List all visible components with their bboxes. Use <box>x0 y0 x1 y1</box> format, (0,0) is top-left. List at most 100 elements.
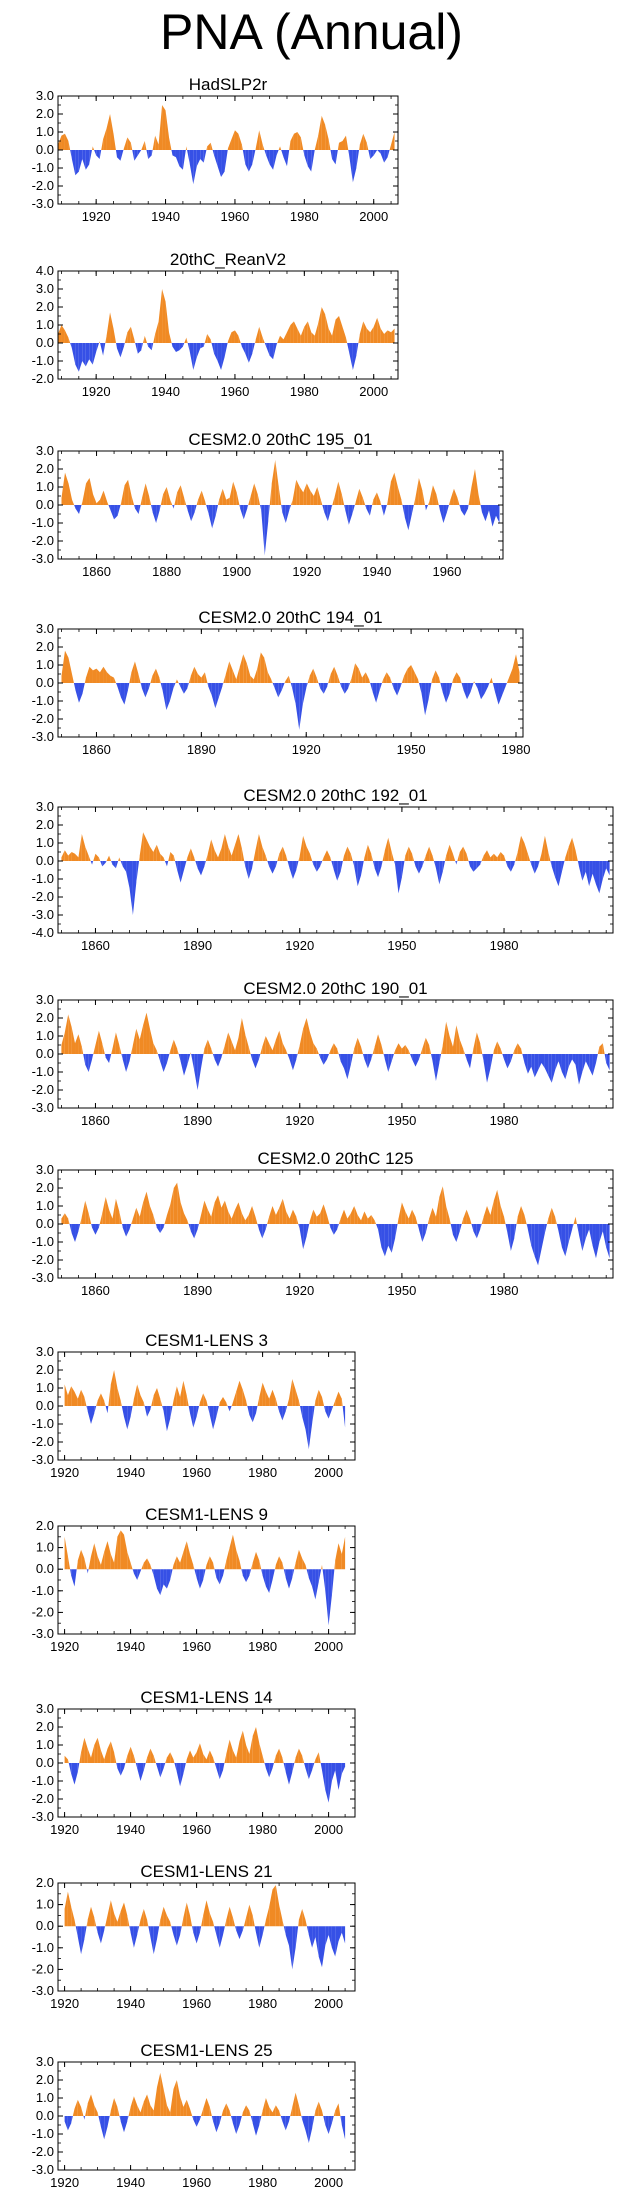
negative-area <box>180 1926 182 1935</box>
positive-area <box>110 114 114 150</box>
negative-area <box>477 683 482 700</box>
negative-area <box>582 861 586 881</box>
positive-area <box>255 130 260 150</box>
positive-area <box>363 857 365 861</box>
positive-area <box>314 2110 316 2116</box>
positive-area <box>472 1048 474 1054</box>
negative-area <box>316 861 321 872</box>
chart-panel: CESM2.0 20thC 194_01 3.0 2.0 1.0 0.0 -1.0 -2.0… <box>0 609 531 758</box>
positive-area <box>365 672 370 683</box>
y-tick-label: 1.0 <box>36 1380 54 1395</box>
positive-area <box>349 677 352 683</box>
positive-area <box>92 146 93 150</box>
negative-area <box>370 150 374 159</box>
positive-area <box>198 490 202 505</box>
positive-area <box>112 1032 116 1054</box>
negative-area <box>356 343 359 356</box>
positive-area <box>294 1757 296 1763</box>
negative-area <box>127 2116 129 2122</box>
negative-area <box>282 505 286 523</box>
negative-area <box>216 1926 220 1948</box>
positive-area <box>405 1045 409 1054</box>
positive-area <box>452 853 456 861</box>
positive-area <box>222 1045 225 1054</box>
positive-area <box>170 1921 172 1927</box>
negative-area <box>177 861 181 883</box>
negative-area <box>283 1926 286 1935</box>
negative-area <box>192 1926 194 1933</box>
positive-area <box>393 1050 396 1054</box>
negative-area <box>203 150 207 163</box>
negative-area <box>157 1054 161 1062</box>
y-tick-label: -1.0 <box>32 693 54 708</box>
negative-area <box>438 505 440 511</box>
x-tick-label: 1860 <box>81 938 110 953</box>
y-tick-label: 1.0 <box>36 1540 54 1555</box>
positive-area <box>153 1755 156 1763</box>
positive-area <box>143 1191 147 1224</box>
negative-area <box>199 1569 204 1589</box>
chart-title: CESM2.0 20thC 125 <box>257 1149 414 1168</box>
x-tick-label: 2000 <box>314 1996 343 2011</box>
x-tick-label: 1940 <box>116 2175 145 2190</box>
positive-area <box>350 853 353 861</box>
negative-area <box>130 1926 134 1948</box>
positive-area <box>101 139 104 150</box>
positive-area <box>322 857 324 861</box>
negative-area <box>402 505 405 518</box>
negative-area <box>175 861 178 870</box>
positive-area <box>228 846 232 861</box>
negative-area <box>98 1224 100 1228</box>
negative-area <box>214 1763 217 1769</box>
positive-area <box>201 1200 205 1224</box>
positive-area <box>380 501 382 505</box>
x-tick-label: 1940 <box>116 1639 145 1654</box>
negative-area <box>182 343 185 347</box>
positive-area <box>524 843 528 861</box>
y-tick-label: 0.0 <box>36 1216 54 1231</box>
positive-area <box>210 339 212 343</box>
negative-area <box>469 1054 473 1069</box>
positive-area <box>347 846 351 861</box>
positive-area <box>151 1395 154 1406</box>
positive-area <box>490 853 494 861</box>
negative-area <box>208 683 212 696</box>
positive-area <box>84 1558 87 1570</box>
positive-area <box>395 1043 399 1054</box>
positive-area <box>203 1900 207 1927</box>
positive-area <box>432 485 437 505</box>
negative-area <box>446 505 449 513</box>
positive-area <box>92 146 95 150</box>
negative-area <box>214 150 218 167</box>
positive-area <box>61 1032 65 1054</box>
y-tick-label: -1.0 <box>32 2126 54 2141</box>
positive-area <box>335 1391 339 1406</box>
positive-area <box>71 1386 75 1406</box>
positive-area <box>573 1216 576 1224</box>
positive-area <box>249 1736 253 1763</box>
positive-area <box>228 332 232 343</box>
positive-area <box>292 1209 297 1224</box>
positive-area <box>180 1551 184 1570</box>
negative-area <box>577 861 579 867</box>
negative-area <box>117 505 121 516</box>
negative-area <box>431 1054 433 1062</box>
negative-area <box>285 1763 289 1785</box>
negative-area <box>108 505 111 511</box>
negative-area <box>311 150 315 172</box>
positive-area <box>267 1216 270 1224</box>
negative-area <box>341 2116 346 2140</box>
negative-area <box>281 150 284 158</box>
positive-area <box>456 672 461 683</box>
positive-area <box>521 1048 523 1054</box>
positive-area <box>242 2105 247 2116</box>
positive-area <box>206 1400 208 1406</box>
positive-area <box>109 1209 113 1224</box>
positive-area <box>460 677 462 683</box>
negative-area <box>245 150 249 172</box>
negative-area <box>71 150 76 176</box>
negative-area <box>215 683 219 709</box>
positive-area <box>100 1551 105 1570</box>
negative-area <box>247 505 249 509</box>
